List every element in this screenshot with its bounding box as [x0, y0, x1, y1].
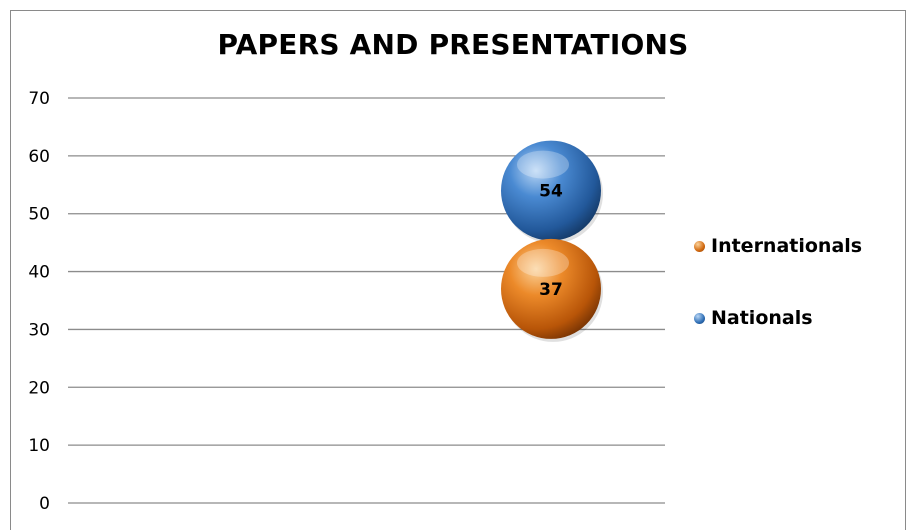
bubble-highlight-nationals [517, 150, 569, 179]
legend-marker-nationals [694, 312, 705, 324]
legend-item-internationals: Internationals [694, 232, 862, 260]
y-tick-label: 40 [28, 263, 50, 283]
legend: Internationals Nationals [694, 232, 862, 376]
legend-item-nationals: Nationals [694, 304, 862, 332]
y-tick-label: 70 [28, 89, 50, 109]
legend-label-internationals: Internationals [711, 235, 863, 257]
chart-title: PAPERS AND PRESENTATIONS [217, 28, 689, 61]
data-label-nationals: 54 [539, 182, 563, 202]
y-tick-label: 60 [28, 147, 50, 167]
y-tick-label: 10 [28, 436, 50, 456]
legend-marker-internationals [694, 240, 705, 252]
bubble-nationals [501, 140, 601, 241]
bubble-highlight-internationals [517, 248, 569, 277]
data-label-internationals: 37 [539, 280, 563, 300]
y-tick-label: 0 [39, 494, 50, 514]
chart-frame [10, 10, 906, 530]
y-tick-label: 30 [28, 320, 50, 340]
y-tick-label: 50 [28, 205, 50, 225]
bubble-internationals [501, 238, 601, 339]
legend-label-nationals: Nationals [711, 307, 813, 329]
y-tick-label: 20 [28, 378, 50, 398]
